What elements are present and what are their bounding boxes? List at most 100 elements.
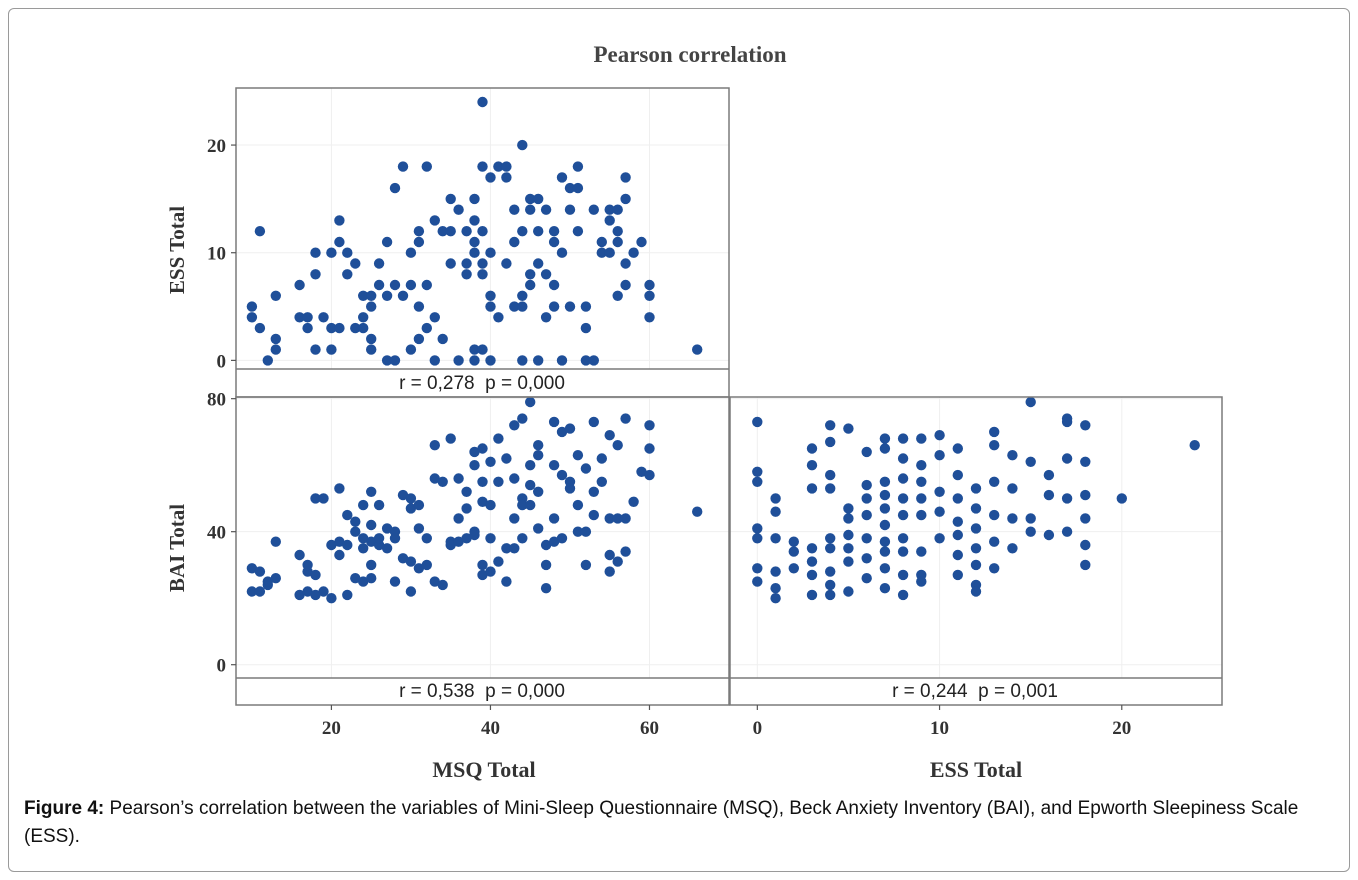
data-point xyxy=(752,533,763,544)
data-point xyxy=(533,486,544,497)
data-point xyxy=(469,193,480,205)
data-point xyxy=(509,473,520,484)
data-point xyxy=(270,290,281,301)
data-point xyxy=(897,589,909,601)
data-point xyxy=(628,247,639,258)
figure-frame xyxy=(8,8,1350,872)
data-point xyxy=(477,269,488,280)
data-point xyxy=(861,533,872,544)
data-point xyxy=(453,473,464,484)
data-point xyxy=(770,583,781,594)
data-point xyxy=(861,553,872,564)
data-point xyxy=(636,466,647,477)
data-point xyxy=(533,450,544,461)
data-point xyxy=(517,413,528,424)
data-point xyxy=(373,533,385,544)
data-point xyxy=(342,589,353,601)
data-point xyxy=(989,536,1000,547)
data-point xyxy=(254,586,266,597)
data-point xyxy=(752,416,763,428)
data-point xyxy=(302,559,313,571)
data-point xyxy=(517,290,528,301)
data-point xyxy=(389,576,401,587)
data-point xyxy=(806,543,818,554)
data-point xyxy=(509,543,520,554)
data-point xyxy=(469,529,480,541)
data-point xyxy=(556,172,568,183)
data-point xyxy=(366,573,377,584)
panel-border xyxy=(729,396,1223,706)
data-point xyxy=(1080,559,1091,571)
data-point xyxy=(477,569,488,581)
data-point xyxy=(477,96,488,108)
data-point xyxy=(453,204,464,215)
data-point xyxy=(843,556,854,567)
data-point xyxy=(397,290,409,301)
data-point xyxy=(525,396,536,408)
data-point xyxy=(806,556,818,567)
data-point xyxy=(580,559,592,571)
data-point xyxy=(572,182,584,194)
data-point xyxy=(469,215,480,226)
data-point xyxy=(389,355,401,366)
data-point xyxy=(469,344,480,355)
data-point xyxy=(572,499,584,511)
data-point xyxy=(916,493,927,504)
data-point xyxy=(770,533,781,544)
data-point xyxy=(580,301,592,312)
data-point xyxy=(897,473,909,484)
data-point xyxy=(334,483,345,494)
data-point xyxy=(397,489,409,501)
data-point xyxy=(493,476,504,487)
data-point xyxy=(952,493,963,504)
data-point xyxy=(334,549,345,561)
data-point xyxy=(373,258,385,269)
data-point xyxy=(970,503,982,514)
data-point xyxy=(612,556,623,567)
data-point xyxy=(453,513,464,524)
data-point xyxy=(509,204,520,215)
data-point xyxy=(429,576,440,587)
data-point xyxy=(246,563,258,574)
data-point xyxy=(358,322,369,334)
data-point xyxy=(540,269,552,280)
data-point xyxy=(752,563,763,574)
data-point xyxy=(1080,539,1091,551)
data-point xyxy=(397,161,409,172)
data-point xyxy=(358,499,369,511)
data-point xyxy=(572,161,584,172)
data-point xyxy=(469,247,480,258)
data-point xyxy=(1007,543,1018,554)
data-point xyxy=(366,486,377,497)
data-point xyxy=(493,433,504,444)
data-point xyxy=(525,460,536,471)
data-point xyxy=(604,247,615,258)
data-point xyxy=(389,182,401,194)
data-point xyxy=(604,204,615,215)
data-point xyxy=(770,493,781,504)
data-point xyxy=(405,344,417,355)
data-point xyxy=(644,290,655,301)
data-point xyxy=(952,549,963,561)
data-point xyxy=(879,433,891,444)
data-point xyxy=(453,355,464,366)
data-point xyxy=(421,161,432,172)
data-point xyxy=(843,423,854,434)
data-point xyxy=(405,247,417,258)
data-point xyxy=(389,279,401,291)
data-point xyxy=(916,509,927,521)
data-point xyxy=(318,312,329,323)
data-point xyxy=(270,536,281,547)
data-point xyxy=(405,493,417,504)
data-point xyxy=(752,476,763,487)
data-point xyxy=(620,546,631,557)
data-point xyxy=(334,236,345,248)
data-point xyxy=(548,536,560,547)
data-point xyxy=(1080,420,1091,431)
data-point xyxy=(897,546,909,557)
data-point xyxy=(405,503,417,514)
data-point xyxy=(612,226,623,237)
data-point xyxy=(326,593,337,604)
x-tick-label: 10 xyxy=(930,718,949,739)
